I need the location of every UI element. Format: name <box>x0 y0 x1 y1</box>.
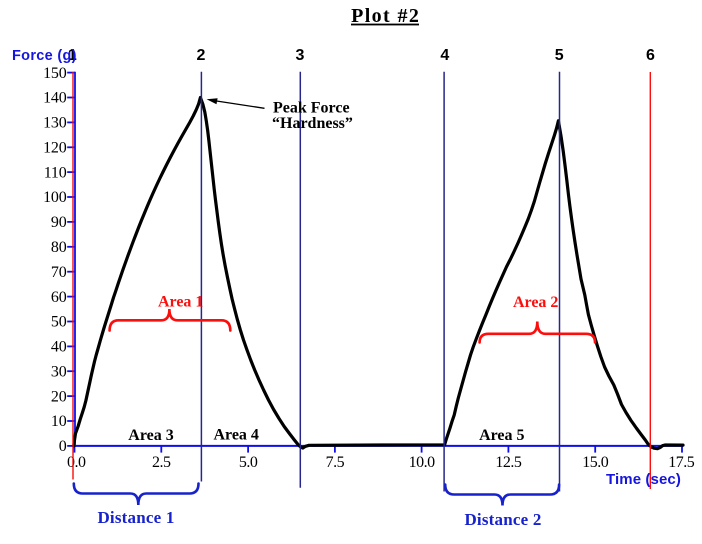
svg-text:40: 40 <box>51 339 67 356</box>
svg-text:30: 30 <box>51 363 67 380</box>
svg-text:1: 1 <box>68 47 77 64</box>
svg-text:15.0: 15.0 <box>582 454 609 471</box>
svg-text:Distance 1: Distance 1 <box>97 508 174 527</box>
svg-text:Time (sec): Time (sec) <box>606 471 681 488</box>
svg-text:2.5: 2.5 <box>152 454 171 471</box>
svg-text:Distance 2: Distance 2 <box>464 510 541 529</box>
svg-text:Plot #2: Plot #2 <box>351 5 420 27</box>
svg-text:“Hardness”: “Hardness” <box>272 115 353 132</box>
svg-text:7.5: 7.5 <box>326 454 345 471</box>
svg-text:20: 20 <box>51 388 67 405</box>
svg-text:80: 80 <box>51 239 67 256</box>
svg-text:Force (g): Force (g) <box>12 48 77 64</box>
svg-text:0: 0 <box>59 438 67 455</box>
svg-text:140: 140 <box>43 90 67 107</box>
svg-text:Area 1: Area 1 <box>158 294 203 311</box>
svg-text:110: 110 <box>44 164 67 181</box>
svg-text:Area 5: Area 5 <box>479 427 524 444</box>
svg-text:70: 70 <box>51 264 67 281</box>
svg-text:3: 3 <box>295 47 304 64</box>
svg-text:120: 120 <box>43 140 67 157</box>
svg-text:Area 4: Area 4 <box>213 427 258 444</box>
svg-text:17.5: 17.5 <box>668 454 695 471</box>
svg-text:6: 6 <box>646 47 655 64</box>
svg-text:4: 4 <box>440 47 449 64</box>
svg-text:150: 150 <box>43 65 67 82</box>
svg-text:100: 100 <box>43 189 67 206</box>
svg-text:130: 130 <box>43 115 67 132</box>
svg-text:10: 10 <box>51 413 67 430</box>
svg-text:5: 5 <box>555 47 564 64</box>
svg-text:Area 3: Area 3 <box>128 427 173 444</box>
svg-text:10.0: 10.0 <box>409 454 436 471</box>
svg-text:Area 2: Area 2 <box>513 294 558 311</box>
svg-text:12.5: 12.5 <box>495 454 522 471</box>
svg-text:0.0: 0.0 <box>67 454 86 471</box>
svg-text:50: 50 <box>51 314 67 331</box>
svg-text:2: 2 <box>196 47 205 64</box>
svg-text:90: 90 <box>51 214 67 231</box>
svg-text:Peak Force: Peak Force <box>273 100 350 117</box>
svg-text:5.0: 5.0 <box>239 454 258 471</box>
svg-text:60: 60 <box>51 289 67 306</box>
